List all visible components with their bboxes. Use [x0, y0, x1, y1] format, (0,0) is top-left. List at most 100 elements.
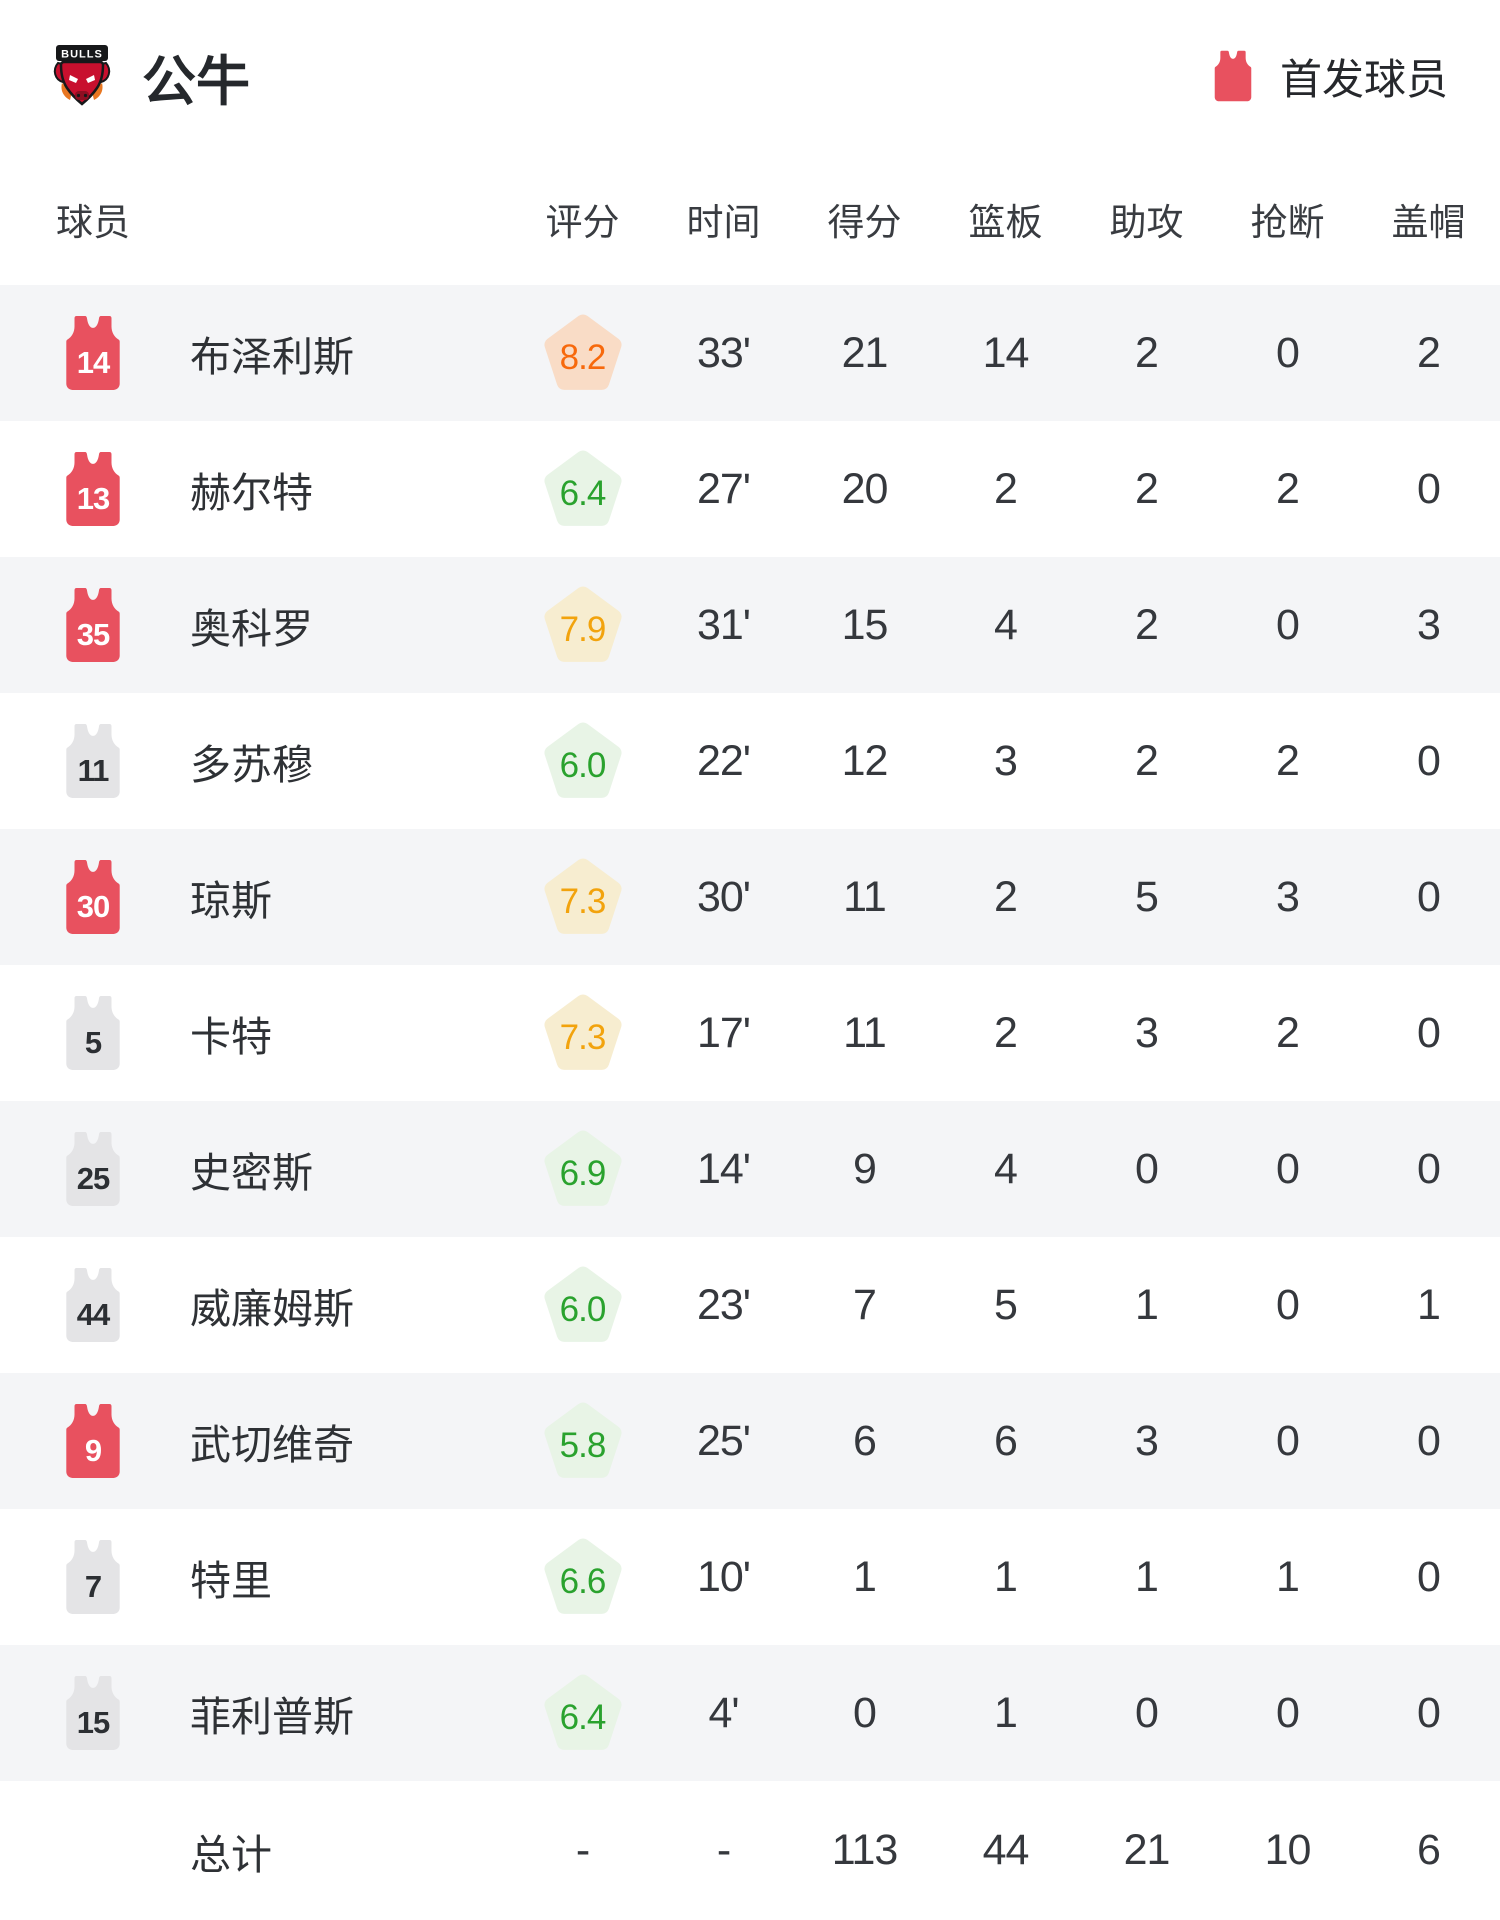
col-steals: 抢断	[1250, 202, 1325, 243]
total-blocks: 6	[1417, 1826, 1441, 1874]
player-cell: 9 武切维奇	[0, 1403, 512, 1479]
rating-cell: 6.4	[512, 446, 653, 532]
player-row[interactable]: 9 武切维奇 5.8 25' 6 6 3 0 0	[0, 1373, 1500, 1509]
player-name: 布泽利斯	[190, 334, 354, 380]
player-row[interactable]: 25 史密斯 6.9 14' 9 4 0 0 0	[0, 1101, 1500, 1237]
player-row[interactable]: 44 威廉姆斯 6.0 23' 7 5 1 0 1	[0, 1237, 1500, 1373]
jersey-icon: 11	[60, 723, 126, 799]
player-row[interactable]: 5 卡特 7.3 17' 11 2 3 2 0	[0, 965, 1500, 1101]
rating-value: 7.9	[559, 610, 607, 649]
stat-steals: 2	[1276, 464, 1300, 513]
stat-assists: 5	[1135, 872, 1159, 921]
stat-rebounds: 2	[994, 1008, 1018, 1057]
rating-cell: 5.8	[512, 1398, 653, 1484]
stat-rebounds: 4	[994, 1144, 1018, 1193]
stat-time: 17'	[696, 1008, 751, 1057]
stat-assists: 0	[1135, 1688, 1159, 1737]
bulls-logo-text: BULLS	[61, 49, 103, 61]
player-row[interactable]: 7 特里 6.6 10' 1 1 1 1 0	[0, 1509, 1500, 1645]
rating-cell: 6.6	[512, 1534, 653, 1620]
rating-cell: 7.3	[512, 854, 653, 940]
player-name: 琼斯	[190, 878, 272, 924]
rating-badge: 7.9	[542, 582, 624, 668]
stat-time: 14'	[696, 1144, 751, 1193]
jersey-icon: 13	[60, 451, 126, 527]
rating-value: 7.3	[559, 1018, 607, 1057]
stat-assists: 2	[1135, 736, 1159, 785]
stat-rebounds: 2	[994, 872, 1018, 921]
total-points: 113	[831, 1826, 899, 1874]
rating-value: 6.4	[559, 1698, 607, 1737]
stat-assists: 3	[1135, 1416, 1159, 1465]
player-name: 特里	[190, 1558, 272, 1604]
jersey-icon: 15	[60, 1675, 126, 1751]
total-row: 总计 - - 113 44 21 10 6	[0, 1781, 1500, 1920]
total-rebounds: 44	[982, 1826, 1030, 1874]
player-cell: 13 赫尔特	[0, 451, 512, 527]
stat-rebounds: 3	[994, 736, 1018, 785]
stat-time: 27'	[696, 464, 751, 513]
stat-points: 15	[841, 600, 889, 649]
col-time: 时间	[686, 202, 761, 243]
rating-badge: 5.8	[542, 1398, 624, 1484]
stat-rebounds: 4	[994, 600, 1018, 649]
jersey-icon: 25	[60, 1131, 126, 1207]
table-column-header: 球员 评分 时间 得分 篮板 助攻 抢断 盖帽	[0, 186, 1500, 252]
jersey-number: 25	[76, 1161, 110, 1196]
player-cell: 14 布泽利斯	[0, 315, 512, 391]
total-label: 总计	[190, 1831, 272, 1878]
player-name: 史密斯	[190, 1150, 313, 1196]
stat-points: 11	[843, 872, 887, 921]
jersey-icon: 9	[60, 1403, 126, 1479]
rating-badge: 8.2	[542, 310, 624, 396]
stat-blocks: 0	[1417, 1688, 1441, 1737]
stat-assists: 0	[1135, 1144, 1159, 1193]
stat-blocks: 0	[1417, 1552, 1441, 1601]
player-cell: 25 史密斯	[0, 1131, 512, 1207]
stat-assists: 2	[1135, 464, 1159, 513]
player-cell: 11 多苏穆	[0, 723, 512, 799]
player-name: 菲利普斯	[190, 1694, 354, 1740]
player-row[interactable]: 30 琼斯 7.3 30' 11 2 5 3 0	[0, 829, 1500, 965]
jersey-icon: 35	[60, 587, 126, 663]
rating-cell: 8.2	[512, 310, 653, 396]
stat-blocks: 0	[1417, 736, 1441, 785]
player-row[interactable]: 13 赫尔特 6.4 27' 20 2 2 2 0	[0, 421, 1500, 557]
jersey-number: 15	[76, 1705, 110, 1740]
player-name: 卡特	[190, 1014, 272, 1060]
player-row[interactable]: 11 多苏穆 6.0 22' 12 3 2 2 0	[0, 693, 1500, 829]
jersey-icon: 5	[60, 995, 126, 1071]
player-rows: 14 布泽利斯 8.2 33' 21 14 2 0 2 13 赫尔特 6.4	[0, 285, 1500, 1781]
stat-time: 33'	[696, 328, 751, 377]
player-row[interactable]: 35 奥科罗 7.9 31' 15 4 2 0 3	[0, 557, 1500, 693]
stat-rebounds: 1	[994, 1688, 1018, 1737]
rating-cell: 6.4	[512, 1670, 653, 1756]
rating-value: 6.0	[559, 1290, 607, 1329]
player-row[interactable]: 14 布泽利斯 8.2 33' 21 14 2 0 2	[0, 285, 1500, 421]
stat-rebounds: 6	[994, 1416, 1018, 1465]
jersey-number: 13	[76, 481, 110, 516]
col-rating: 评分	[545, 202, 620, 243]
stat-steals: 2	[1276, 1008, 1300, 1057]
stat-rebounds: 2	[994, 464, 1018, 513]
stat-points: 6	[853, 1416, 877, 1465]
player-name: 赫尔特	[190, 470, 313, 516]
stat-blocks: 2	[1417, 328, 1441, 377]
jersey-icon: 7	[60, 1539, 126, 1615]
player-row[interactable]: 15 菲利普斯 6.4 4' 0 1 0 0 0	[0, 1645, 1500, 1781]
total-steals: 10	[1264, 1826, 1312, 1874]
stat-steals: 0	[1276, 1688, 1300, 1737]
stat-assists: 3	[1135, 1008, 1159, 1057]
jersey-number: 14	[76, 345, 110, 380]
stat-time: 10'	[696, 1552, 751, 1601]
rating-badge: 6.4	[542, 1670, 624, 1756]
starter-legend-label: 首发球员	[1279, 55, 1448, 103]
col-rebounds: 篮板	[968, 202, 1043, 243]
player-cell: 35 奥科罗	[0, 587, 512, 663]
stat-blocks: 1	[1417, 1280, 1441, 1329]
starter-jersey-icon	[1210, 50, 1256, 102]
jersey-number: 7	[84, 1569, 102, 1604]
rating-value: 6.6	[559, 1562, 607, 1601]
stat-assists: 1	[1135, 1552, 1159, 1601]
rating-value: 7.3	[559, 882, 607, 921]
